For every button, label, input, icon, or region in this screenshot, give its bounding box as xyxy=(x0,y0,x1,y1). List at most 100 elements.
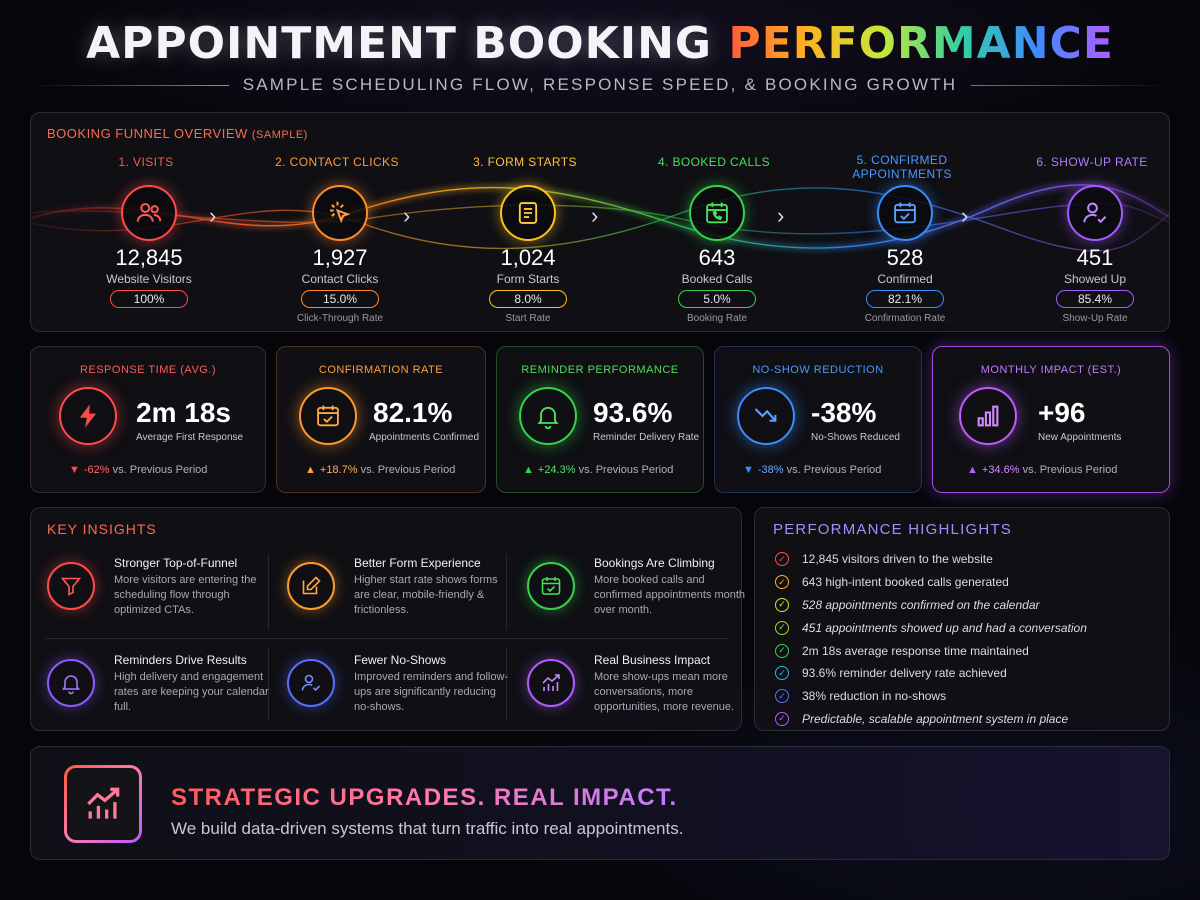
funnel-stage-booked-calls: 4. BOOKED CALLS 643 Booked Calls 5.0% Bo… xyxy=(639,113,789,331)
highlight-item: ✓ 643 high-intent booked calls generated xyxy=(775,571,1087,594)
kpi-delta: +24.3% xyxy=(537,464,576,476)
stage-value: 12,845 xyxy=(115,245,183,270)
stage-rate-badge: 8.0% xyxy=(489,290,567,308)
divider xyxy=(268,648,269,720)
highlight-text: 643 high-intent booked calls generated xyxy=(802,575,1009,590)
kpi-title: NO-SHOW REDUCTION xyxy=(752,364,884,376)
kpi-trend: ▼ -62% vs. Previous Period xyxy=(69,464,207,476)
page-header: APPOINTMENT BOOKING PERFORMANCE SAMPLE S… xyxy=(0,18,1200,95)
bell-icon xyxy=(519,387,577,445)
calendar-check-icon xyxy=(877,185,933,241)
kpi-subtitle: Average First Response xyxy=(136,432,244,443)
insight-text: High delivery and engagement rates are k… xyxy=(114,671,269,713)
highlight-item: ✓ Predictable, scalable appointment syst… xyxy=(775,708,1087,731)
stage-rate-label: Start Rate xyxy=(505,313,551,324)
kpi-trend: ▲ +34.6% vs. Previous Period xyxy=(967,464,1117,476)
kpi-compare: vs. Previous Period xyxy=(1022,464,1118,476)
stage-name: Booked Calls xyxy=(681,272,753,286)
kpi-compare: vs. Previous Period xyxy=(112,464,208,476)
stage-rate-label: Click-Through Rate xyxy=(296,313,384,324)
bell-icon xyxy=(47,659,95,707)
kpi-subtitle: Reminder Delivery Rate xyxy=(593,432,700,443)
kpi-title: MONTHLY IMPACT (EST.) xyxy=(980,364,1122,376)
highlight-item: ✓ 38% reduction in no-shows xyxy=(775,685,1087,708)
funnel-heading-note: (SAMPLE) xyxy=(251,129,308,141)
kpi-trend: ▲ +18.7% vs. Previous Period xyxy=(305,464,455,476)
title-main: APPOINTMENT BOOKING xyxy=(86,18,713,69)
stage-name: Contact Clicks xyxy=(301,272,379,286)
divider xyxy=(268,554,269,630)
title-accent: PERFORMANCE xyxy=(728,18,1114,69)
funnel-wave-decoration xyxy=(31,181,1169,252)
stage-label-line: 5. CONFIRMED xyxy=(856,153,948,167)
insight-title: Reminders Drive Results xyxy=(114,653,247,667)
footer-title: STRATEGIC UPGRADES. REAL IMPACT. xyxy=(171,784,678,811)
trend-up-arrow-icon: ▲ xyxy=(967,464,978,476)
stage-rate-badge: 15.0% xyxy=(301,290,379,308)
kpi-delta: +34.6% xyxy=(981,464,1020,476)
kpi-subtitle: Appointments Confirmed xyxy=(369,432,480,443)
funnel-heading-text: BOOKING FUNNEL OVERVIEW xyxy=(47,126,248,141)
insight-title: Bookings Are Climbing xyxy=(594,556,715,570)
kpi-value: 93.6% xyxy=(593,397,673,428)
check-circle-icon: ✓ xyxy=(775,643,789,658)
chevron-right-icon: › xyxy=(591,203,599,228)
check-circle-icon: ✓ xyxy=(775,597,789,612)
trend-down-arrow-icon: ▼ xyxy=(69,464,80,476)
stage-label: 1. VISITS xyxy=(118,155,174,169)
funnel-stage-confirmed: 5. CONFIRMED APPOINTMENTS 528 Confirmed … xyxy=(827,113,977,331)
funnel-stage-visits: 1. VISITS 12,845 Website Visitors 100% xyxy=(71,113,221,331)
subtitle-row: SAMPLE SCHEDULING FLOW, RESPONSE SPEED, … xyxy=(0,75,1200,95)
highlight-text: 2m 18s average response time maintained xyxy=(802,643,1029,658)
calendar-check-icon xyxy=(299,387,357,445)
divider xyxy=(45,638,729,639)
kpi-card-response-time: RESPONSE TIME (AVG.) 2m 18s Average Firs… xyxy=(30,346,266,493)
stage-value: 528 xyxy=(886,245,924,270)
kpi-value: 2m 18s xyxy=(136,397,231,428)
insight-item: Real Business Impact More show-ups mean … xyxy=(527,653,757,735)
insight-text: More booked calls and confirmed appointm… xyxy=(594,574,746,616)
highlight-text: 93.6% reminder delivery rate achieved xyxy=(802,666,1007,681)
growth-chart-icon xyxy=(527,659,575,707)
stage-rate-badge: 85.4% xyxy=(1056,290,1134,308)
check-circle-icon: ✓ xyxy=(775,575,789,590)
kpi-value: +96 xyxy=(1038,397,1086,428)
stage-rate-badge: 100% xyxy=(110,290,188,308)
kpi-delta: -38% xyxy=(757,464,784,476)
insight-text: Higher start rate shows forms are clear,… xyxy=(354,574,498,616)
highlight-text: 38% reduction in no-shows xyxy=(802,689,947,704)
insight-text: Improved reminders and follow-ups are si… xyxy=(354,671,509,713)
bar-chart-icon xyxy=(959,387,1017,445)
trend-down-icon xyxy=(737,387,795,445)
insight-item: Bookings Are Climbing More booked calls … xyxy=(527,556,757,638)
highlight-item: ✓ 93.6% reminder delivery rate achieved xyxy=(775,662,1087,685)
highlight-text: 528 appointments confirmed on the calend… xyxy=(802,597,1040,612)
chevron-right-icon: › xyxy=(777,203,785,228)
funnel-stage-contact-clicks: 2. CONTACT CLICKS 1,927 Contact Clicks 1… xyxy=(262,113,412,331)
kpi-card-monthly-impact: MONTHLY IMPACT (EST.) +96 New Appointmen… xyxy=(932,346,1170,493)
stage-label: 4. BOOKED CALLS xyxy=(657,155,771,169)
stage-rate-badge: 82.1% xyxy=(866,290,944,308)
kpi-subtitle: New Appointments xyxy=(1038,432,1122,443)
insight-text: More show-ups mean more conversations, m… xyxy=(594,671,735,713)
trend-up-arrow-icon: ▲ xyxy=(523,464,534,476)
divider xyxy=(506,648,507,720)
user-check-icon xyxy=(287,659,335,707)
kpi-delta: +18.7% xyxy=(319,464,358,476)
insight-item: Better Form Experience Higher start rate… xyxy=(287,556,517,638)
user-check-icon xyxy=(1067,185,1123,241)
subtitle-divider-right xyxy=(971,84,1172,86)
trend-up-arrow-icon: ▲ xyxy=(305,464,316,476)
stage-rate-label: Show-Up Rate xyxy=(1062,313,1128,324)
cursor-click-icon xyxy=(312,185,368,241)
kpi-title: REMINDER PERFORMANCE xyxy=(521,364,679,376)
funnel-icon xyxy=(47,562,95,610)
stage-value: 451 xyxy=(1076,245,1114,270)
insight-item: Stronger Top-of-Funnel More visitors are… xyxy=(47,556,277,638)
insight-title: Stronger Top-of-Funnel xyxy=(114,556,238,570)
stage-rate-label: Booking Rate xyxy=(686,313,748,324)
funnel-stage-form-starts: 3. FORM STARTS 1,024 Form Starts 8.0% St… xyxy=(450,113,600,331)
calendar-check-icon xyxy=(527,562,575,610)
performance-highlights-panel: PERFORMANCE HIGHLIGHTS ✓ 12,845 visitors… xyxy=(754,507,1170,731)
stage-name: Confirmed xyxy=(877,272,933,286)
